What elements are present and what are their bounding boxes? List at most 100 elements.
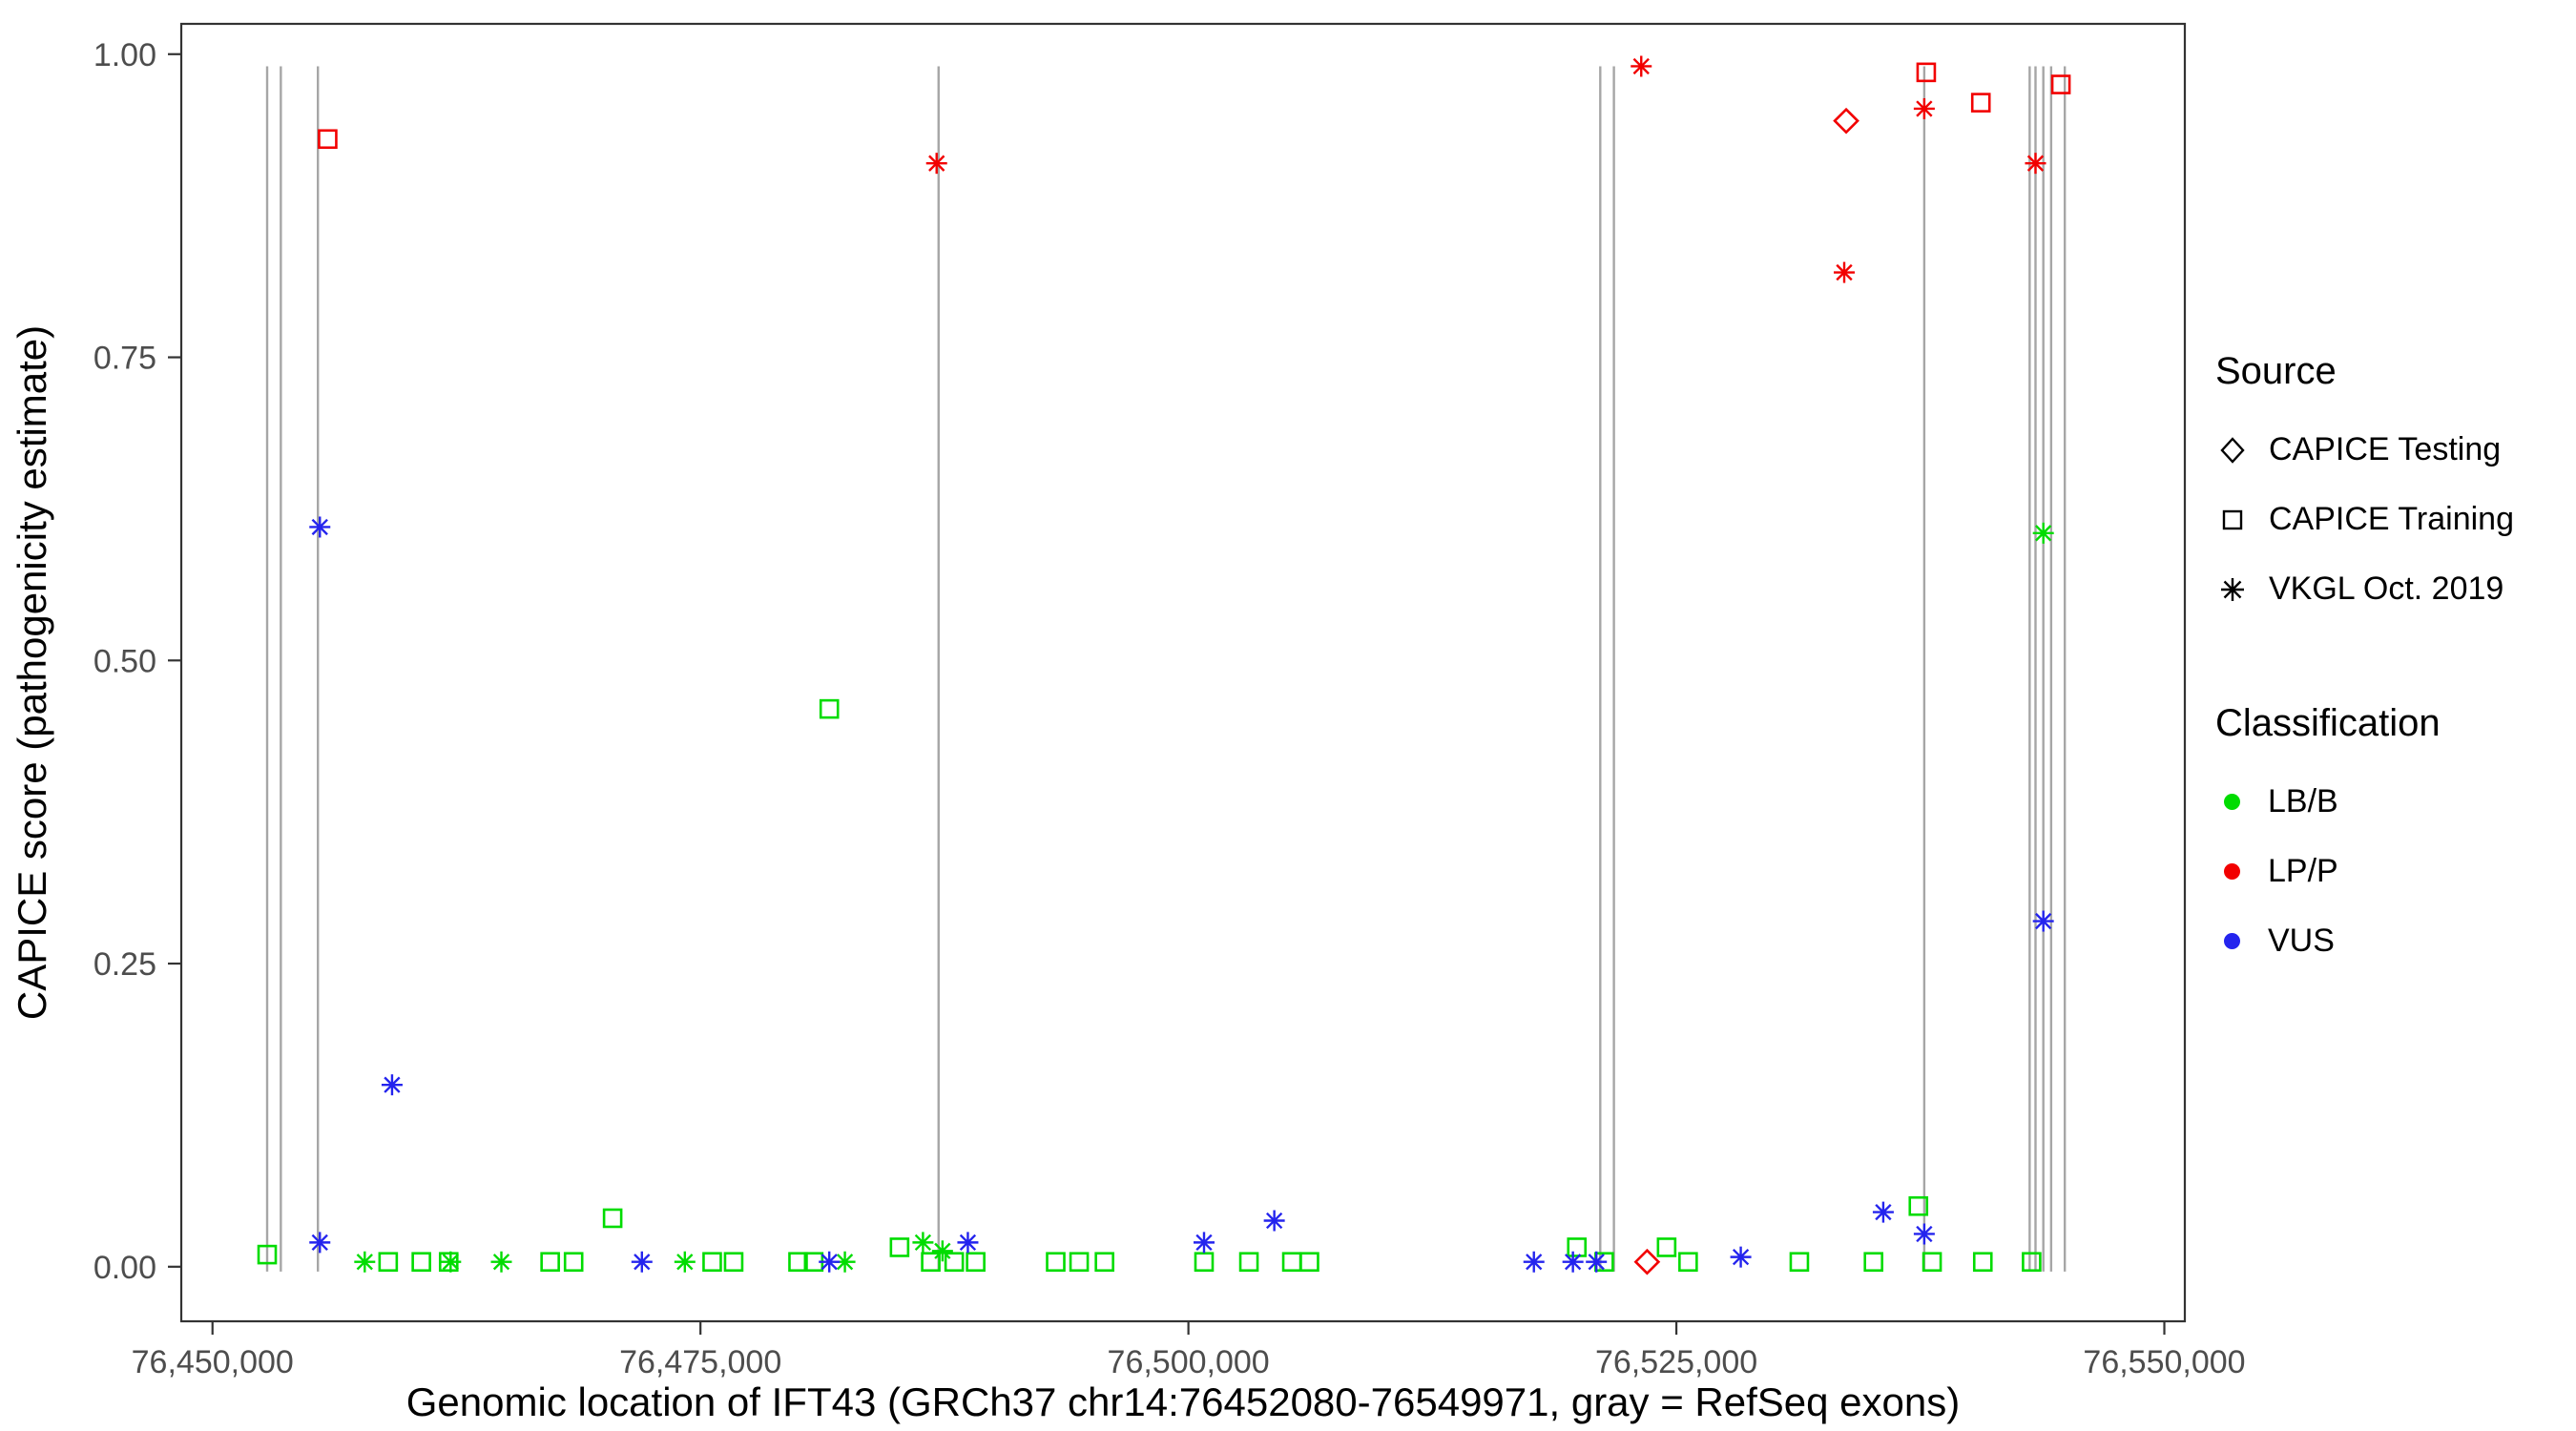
data-point xyxy=(1834,261,1856,283)
square-icon xyxy=(2222,509,2243,529)
data-point xyxy=(2032,522,2054,544)
data-point xyxy=(2025,153,2046,175)
data-point xyxy=(674,1251,696,1273)
legend-item-label: VUS xyxy=(2268,923,2335,959)
panel-border xyxy=(179,22,2187,1323)
legend-item-label: LB/B xyxy=(2268,783,2338,819)
data-point xyxy=(1281,1252,1302,1273)
data-point xyxy=(1678,1252,1698,1273)
asterisk-stroke xyxy=(821,1254,838,1271)
data-point xyxy=(819,698,840,719)
asterisk-stroke xyxy=(1564,1254,1582,1271)
data-point xyxy=(318,129,338,150)
legend-item-vus: VUS xyxy=(2215,906,2514,976)
x-tick-label: 76,525,000 xyxy=(1595,1344,1757,1380)
diamond-icon xyxy=(2220,436,2245,464)
data-point xyxy=(921,1252,941,1273)
data-point xyxy=(1586,1251,1608,1273)
data-point xyxy=(966,1252,986,1273)
data-point xyxy=(309,1232,331,1254)
legend-item-label: CAPICE Training xyxy=(2269,501,2514,537)
data-point xyxy=(1631,55,1652,77)
data-point xyxy=(944,1252,965,1273)
y-tick-label: 1.00 xyxy=(93,37,156,73)
data-point xyxy=(2022,1252,2042,1273)
y-tick-label: 0.50 xyxy=(93,643,156,679)
data-point xyxy=(602,1208,623,1229)
asterisk-stroke xyxy=(311,518,328,536)
legend-classification-title: Classification xyxy=(2215,702,2441,744)
y-tick-label: 0.25 xyxy=(93,946,156,983)
x-tick-label: 76,475,000 xyxy=(619,1344,781,1380)
data-point xyxy=(957,1232,979,1254)
asterisk-stroke xyxy=(356,1254,373,1271)
asterisk-stroke xyxy=(634,1254,651,1271)
data-point xyxy=(490,1251,512,1273)
asterisk-stroke xyxy=(1875,1203,1892,1221)
asterisk-stroke xyxy=(934,1242,951,1259)
data-point xyxy=(1567,1237,1588,1257)
legend-item-label: LP/P xyxy=(2268,853,2338,889)
data-point xyxy=(1094,1252,1114,1273)
data-point xyxy=(540,1252,560,1273)
data-point xyxy=(1863,1252,1883,1273)
data-point xyxy=(309,516,331,538)
asterisk-stroke xyxy=(1588,1254,1605,1271)
data-point xyxy=(1069,1252,1090,1273)
data-point xyxy=(1908,1195,1929,1216)
asterisk-stroke xyxy=(676,1254,694,1271)
data-point xyxy=(411,1252,431,1273)
data-point xyxy=(1913,1223,1935,1245)
data-point xyxy=(381,1074,403,1096)
asterisk-stroke xyxy=(959,1234,977,1252)
y-tick-label: 0.75 xyxy=(93,341,156,377)
asterisk-stroke xyxy=(1632,57,1650,75)
data-point xyxy=(2050,74,2071,94)
asterisk-stroke xyxy=(2035,912,2052,930)
data-point xyxy=(819,1251,841,1273)
data-point xyxy=(1913,97,1935,119)
y-tick-label: 0.00 xyxy=(93,1250,156,1286)
data-point xyxy=(1046,1252,1066,1273)
asterisk-stroke xyxy=(492,1254,510,1271)
x-axis-title: Genomic location of IFT43 (GRCh37 chr14:… xyxy=(406,1379,1960,1424)
vus-color-dot xyxy=(2224,933,2240,949)
asterisk-stroke xyxy=(2035,525,2052,542)
lpp-color-dot xyxy=(2224,863,2240,880)
x-tick-label: 76,500,000 xyxy=(1108,1344,1270,1380)
legend-item-lpp: LP/P xyxy=(2215,837,2514,906)
data-point xyxy=(1972,1252,1993,1273)
data-point xyxy=(1523,1251,1545,1273)
data-point xyxy=(378,1252,399,1273)
legend-source-title: Source xyxy=(2215,350,2337,392)
asterisk-stroke xyxy=(1916,1225,1933,1243)
data-point xyxy=(702,1252,722,1273)
data-point xyxy=(931,1240,953,1262)
data-point xyxy=(912,1232,934,1254)
y-axis-title: CAPICE score (pathogenicity estimate) xyxy=(10,325,54,1020)
data-point xyxy=(1730,1246,1752,1268)
data-point xyxy=(1916,62,1937,83)
data-point xyxy=(889,1237,910,1257)
data-point xyxy=(1970,93,1991,113)
data-point xyxy=(440,1251,462,1273)
legend-classification: Classification LB/B LP/P VUS xyxy=(2215,700,2514,976)
asterisk-stroke xyxy=(442,1254,459,1271)
asterisk-stroke xyxy=(1265,1212,1283,1230)
data-point xyxy=(631,1251,653,1273)
data-point xyxy=(723,1252,744,1273)
data-point xyxy=(563,1252,584,1273)
data-point xyxy=(1194,1252,1215,1273)
asterisk-stroke xyxy=(928,155,945,172)
data-point xyxy=(1789,1252,1810,1273)
legend-source: Source CAPICE Testing CAPICE Training xyxy=(2215,348,2514,624)
data-point xyxy=(1656,1237,1677,1257)
asterisk-stroke xyxy=(311,1234,328,1252)
data-point xyxy=(1193,1232,1215,1254)
data-point xyxy=(925,153,947,175)
data-point xyxy=(2032,910,2054,932)
data-point xyxy=(257,1244,278,1265)
asterisk-stroke xyxy=(1526,1254,1543,1271)
